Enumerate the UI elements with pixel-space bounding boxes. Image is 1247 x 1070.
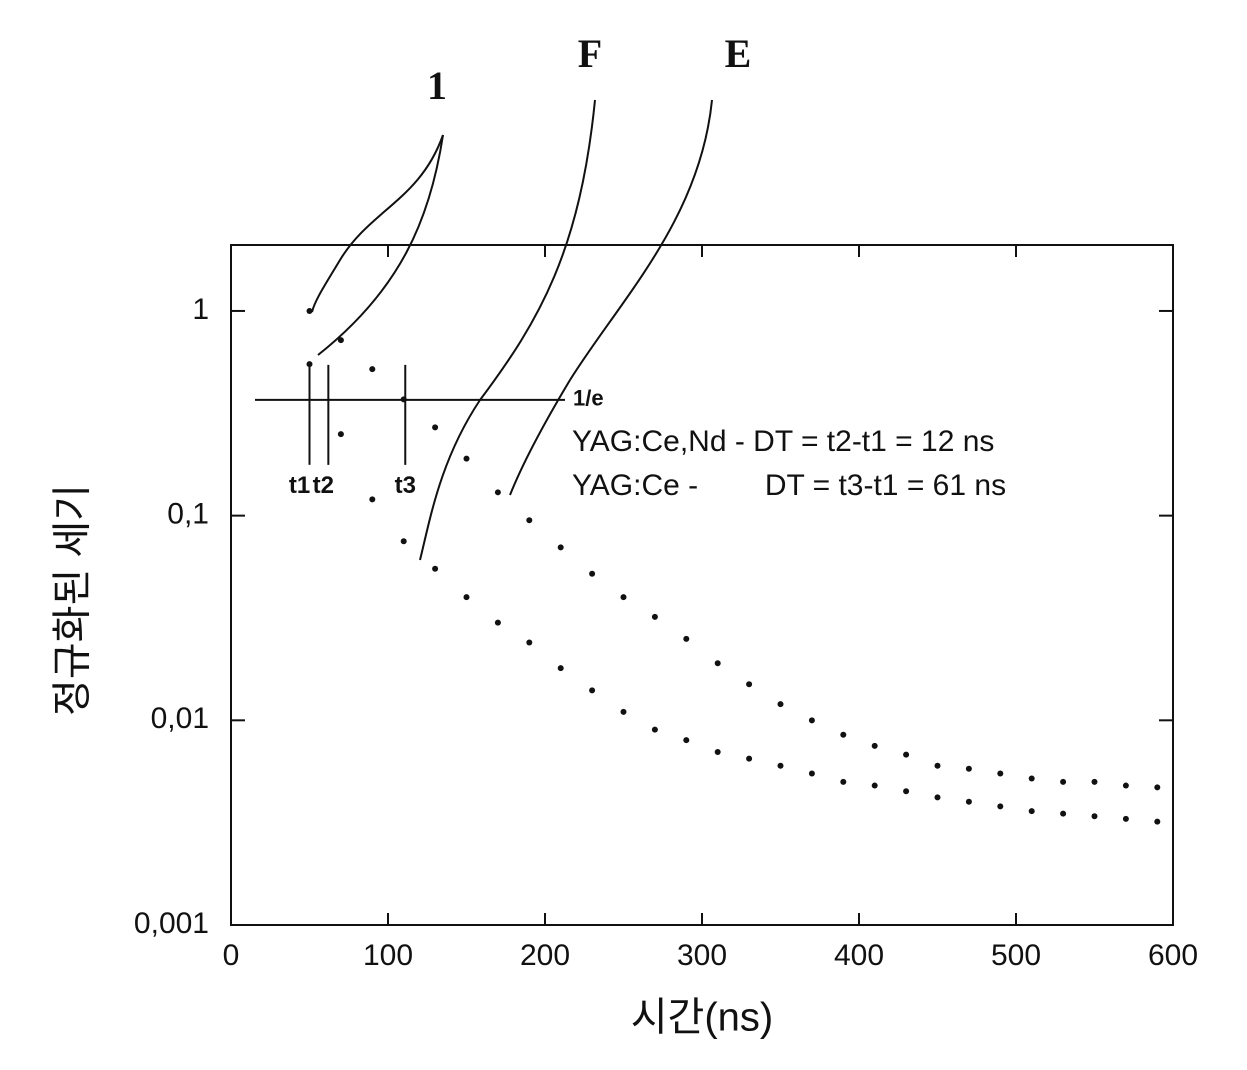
data-point <box>714 660 721 667</box>
data-point <box>965 765 972 772</box>
data-point <box>337 337 344 344</box>
t-marker-label: t3 <box>395 472 416 499</box>
data-point <box>400 538 407 545</box>
x-tick-label: 300 <box>677 939 727 972</box>
data-point <box>746 681 753 688</box>
data-point <box>651 613 658 620</box>
pointer-curve <box>317 134 444 356</box>
data-point <box>777 701 784 708</box>
data-point <box>714 749 721 756</box>
data-point <box>1154 784 1161 791</box>
data-point <box>369 496 376 503</box>
e-line-label: 1/e <box>573 386 604 411</box>
data-point <box>808 717 815 724</box>
data-point <box>746 755 753 762</box>
data-point <box>1122 782 1129 789</box>
y-tick-label: 0,01 <box>151 702 209 735</box>
data-point <box>557 665 564 672</box>
data-point <box>651 726 658 733</box>
data-point <box>369 366 376 373</box>
data-point <box>1154 818 1161 825</box>
y-tick-label: 0,1 <box>167 498 209 531</box>
data-point <box>589 570 596 577</box>
data-point <box>683 737 690 744</box>
data-point <box>494 489 501 496</box>
series-label: E <box>725 31 752 76</box>
data-point <box>1122 815 1129 822</box>
data-point <box>808 770 815 777</box>
data-point <box>1060 810 1067 817</box>
data-point <box>526 639 533 646</box>
x-tick-label: 400 <box>834 939 884 972</box>
data-point <box>400 396 407 403</box>
t-marker-label: t1 <box>289 472 310 499</box>
y-tick-label: 0,001 <box>134 907 209 940</box>
marker-label: 1 <box>427 63 447 108</box>
data-point <box>463 455 470 462</box>
pointer-curve <box>419 99 596 561</box>
data-point <box>463 594 470 601</box>
data-point <box>871 742 878 749</box>
data-point <box>934 762 941 769</box>
data-point <box>1028 775 1035 782</box>
series-label: F <box>578 31 602 76</box>
data-point <box>1028 808 1035 815</box>
pointer-curve <box>509 99 713 496</box>
x-tick-label: 500 <box>991 939 1041 972</box>
data-point <box>589 687 596 694</box>
t-marker-label: t2 <box>313 472 334 499</box>
data-point <box>306 307 313 314</box>
data-point <box>432 565 439 572</box>
data-point <box>934 794 941 801</box>
data-point <box>903 788 910 795</box>
data-point <box>997 803 1004 810</box>
pointer-curve <box>311 134 444 313</box>
x-axis-title: 시간(ns) <box>631 996 774 1040</box>
note: YAG:Ce - DT = t3-t1 = 61 ns <box>572 469 1006 502</box>
data-point <box>432 424 439 431</box>
data-point <box>1091 778 1098 785</box>
x-tick-label: 600 <box>1148 939 1198 972</box>
y-tick-label: 1 <box>192 293 209 326</box>
data-point <box>337 431 344 438</box>
data-point <box>997 770 1004 777</box>
data-point <box>871 782 878 789</box>
data-point <box>840 731 847 738</box>
data-point <box>1091 813 1098 820</box>
x-tick-label: 200 <box>520 939 570 972</box>
data-point <box>840 778 847 785</box>
data-point <box>620 594 627 601</box>
data-point <box>557 544 564 551</box>
data-point <box>494 619 501 626</box>
data-point <box>903 751 910 758</box>
x-tick-label: 0 <box>223 939 240 972</box>
data-point <box>526 517 533 524</box>
note: YAG:Ce,Nd - DT = t2-t1 = 12 ns <box>572 425 994 458</box>
plot-frame <box>230 244 1174 926</box>
data-point <box>620 708 627 715</box>
x-tick-label: 100 <box>363 939 413 972</box>
y-axis-title: 정규화된 세기 <box>51 484 95 716</box>
data-point <box>965 798 972 805</box>
data-point <box>1060 778 1067 785</box>
data-point <box>306 361 313 368</box>
data-point <box>777 762 784 769</box>
data-point <box>683 635 690 642</box>
